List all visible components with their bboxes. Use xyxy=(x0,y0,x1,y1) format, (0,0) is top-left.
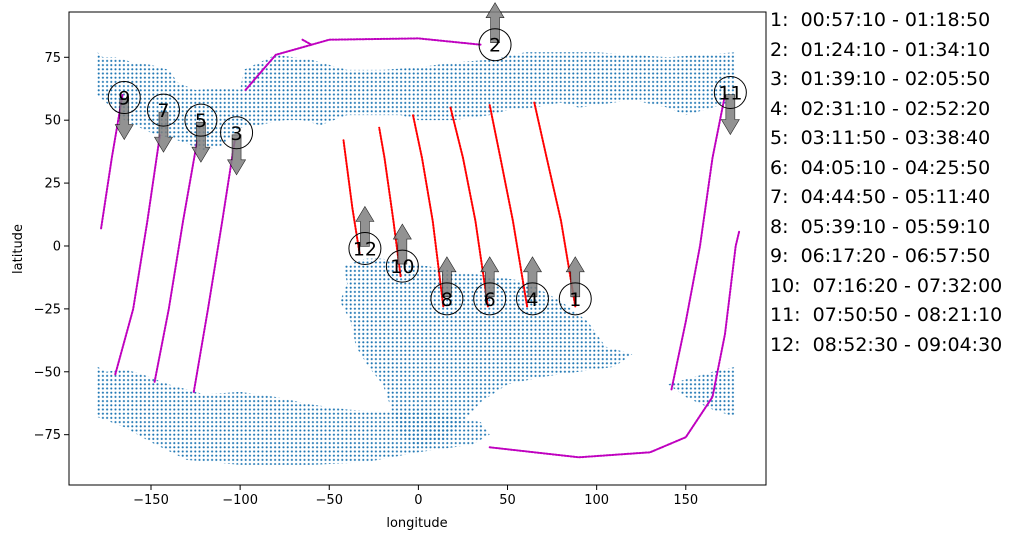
legend-entry-1: 1: 00:57:10 - 01:18:50 xyxy=(770,9,991,31)
track-11 xyxy=(670,94,726,391)
marker-7: 7 xyxy=(146,93,180,153)
land-central xyxy=(339,258,633,448)
marker-9: 9 xyxy=(107,81,141,141)
legend-entry-2: 2: 01:24:10 - 01:34:10 xyxy=(770,38,991,61)
marker-circle xyxy=(713,76,747,110)
track-1 xyxy=(533,101,577,308)
legend-entry-10: 10: 07:16:20 - 07:32:00 xyxy=(770,274,1003,297)
legend-entry-6: 6: 04:05:10 - 04:25:50 xyxy=(770,156,991,179)
marker-circle xyxy=(146,93,180,127)
marker-1: 1 xyxy=(558,256,592,316)
x-tick-label: −100 xyxy=(222,493,258,508)
marker-arrow xyxy=(485,2,505,44)
marker-label: 11 xyxy=(718,83,742,105)
marker-circle xyxy=(348,232,382,265)
marker-arrow xyxy=(565,256,585,298)
marker-arrow xyxy=(522,256,543,298)
x-tick-label: −150 xyxy=(133,493,169,508)
legend-entry-3: 3: 01:39:10 - 02:05:50 xyxy=(770,68,991,90)
track-4 xyxy=(488,104,529,308)
marker-circle xyxy=(558,282,592,316)
marker-arrow xyxy=(720,94,740,136)
marker-label: 8 xyxy=(441,289,453,311)
legend-entry-12: 12: 08:52:30 - 09:04:30 xyxy=(770,333,1003,356)
marker-arrow xyxy=(153,111,174,153)
x-tick-label: 0 xyxy=(414,493,422,508)
marker-label: 2 xyxy=(489,35,501,57)
marker-12: 12 xyxy=(348,205,382,265)
marker-6: 6 xyxy=(473,256,507,316)
marker-arrow xyxy=(392,223,412,265)
marker-circle xyxy=(430,282,464,316)
track-11b xyxy=(301,38,313,46)
marker-label: 10 xyxy=(390,256,414,278)
legend-entry-11: 11: 07:50:50 - 08:21:10 xyxy=(770,304,1003,326)
track-s xyxy=(488,229,741,459)
legend-entry-8: 8: 05:39:10 - 05:59:10 xyxy=(770,215,991,238)
x-tick-label: 100 xyxy=(584,493,609,508)
track-2 xyxy=(244,37,482,91)
marker-circle xyxy=(473,282,507,316)
track-layer xyxy=(100,37,741,459)
y-tick-label: −25 xyxy=(34,302,61,317)
marker-circle xyxy=(478,28,512,62)
marker-11: 11 xyxy=(713,76,747,136)
y-tick-label: −75 xyxy=(34,428,61,443)
land-east xyxy=(667,366,736,418)
track-7 xyxy=(114,134,161,376)
x-axis-label: longitude xyxy=(386,516,447,531)
legend-entry-5: 5: 03:11:50 - 03:38:40 xyxy=(770,127,991,149)
x-tick-label: −50 xyxy=(316,493,343,508)
marker-8: 8 xyxy=(430,256,464,316)
marker-label: 5 xyxy=(195,110,207,132)
track-5 xyxy=(153,139,199,383)
marker-label: 12 xyxy=(353,239,377,261)
track-10 xyxy=(378,126,402,278)
y-axis-label: latitude xyxy=(11,224,26,274)
track-12 xyxy=(342,139,361,255)
marker-circle xyxy=(184,103,218,137)
marker-label: 7 xyxy=(157,100,169,122)
marker-circle xyxy=(385,249,419,283)
marker-circle xyxy=(107,81,141,115)
land-south xyxy=(97,366,490,465)
marker-3: 3 xyxy=(220,116,254,176)
legend: 1: 00:57:10 - 01:18:50 2: 01:24:10 - 01:3… xyxy=(770,6,1002,360)
x-tick-label: 50 xyxy=(499,493,516,508)
marker-label: 3 xyxy=(231,123,243,145)
x-tick-label: 150 xyxy=(673,493,698,508)
marker-10: 10 xyxy=(385,223,419,283)
marker-label: 4 xyxy=(526,289,538,311)
marker-arrow xyxy=(437,256,457,298)
marker-label: 6 xyxy=(484,289,496,311)
marker-circle xyxy=(515,282,549,316)
y-tick-label: −50 xyxy=(34,365,61,380)
marker-arrow xyxy=(480,256,500,298)
y-tick-label: 0 xyxy=(53,239,61,254)
track-9 xyxy=(100,94,124,230)
y-tick-label: 50 xyxy=(44,114,61,129)
marker-5: 5 xyxy=(184,103,218,163)
track-6 xyxy=(449,106,489,308)
marker-label: 9 xyxy=(118,88,130,110)
y-tick-label: 25 xyxy=(44,177,61,192)
marker-arrow xyxy=(191,121,211,163)
legend-entry-7: 7: 04:44:50 - 05:11:40 xyxy=(770,186,991,208)
marker-circle xyxy=(220,116,254,150)
marker-4: 4 xyxy=(515,256,549,316)
marker-arrow xyxy=(355,205,375,247)
y-tick-label: 75 xyxy=(44,51,61,66)
marker-2: 2 xyxy=(478,2,512,62)
track-8 xyxy=(412,114,445,308)
marker-arrow xyxy=(227,134,247,176)
legend-entry-4: 4: 02:31:10 - 02:52:20 xyxy=(770,97,991,120)
track-3 xyxy=(192,139,236,393)
marker-label: 1 xyxy=(569,289,581,311)
marker-arrow xyxy=(114,99,134,141)
legend-entry-9: 9: 06:17:20 - 06:57:50 xyxy=(770,245,991,267)
